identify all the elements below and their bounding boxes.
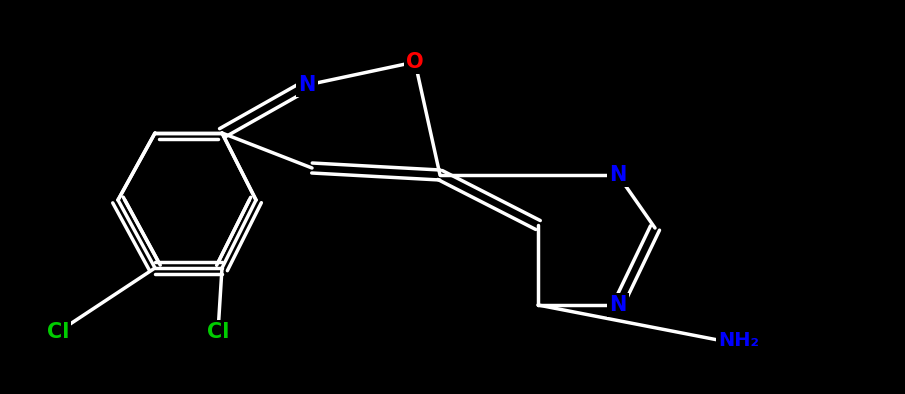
Text: N: N: [299, 75, 316, 95]
Text: Cl: Cl: [207, 322, 229, 342]
Text: Cl: Cl: [47, 322, 69, 342]
Text: N: N: [609, 165, 626, 185]
Text: O: O: [406, 52, 424, 72]
Text: NH₂: NH₂: [718, 331, 759, 349]
Text: N: N: [609, 295, 626, 315]
